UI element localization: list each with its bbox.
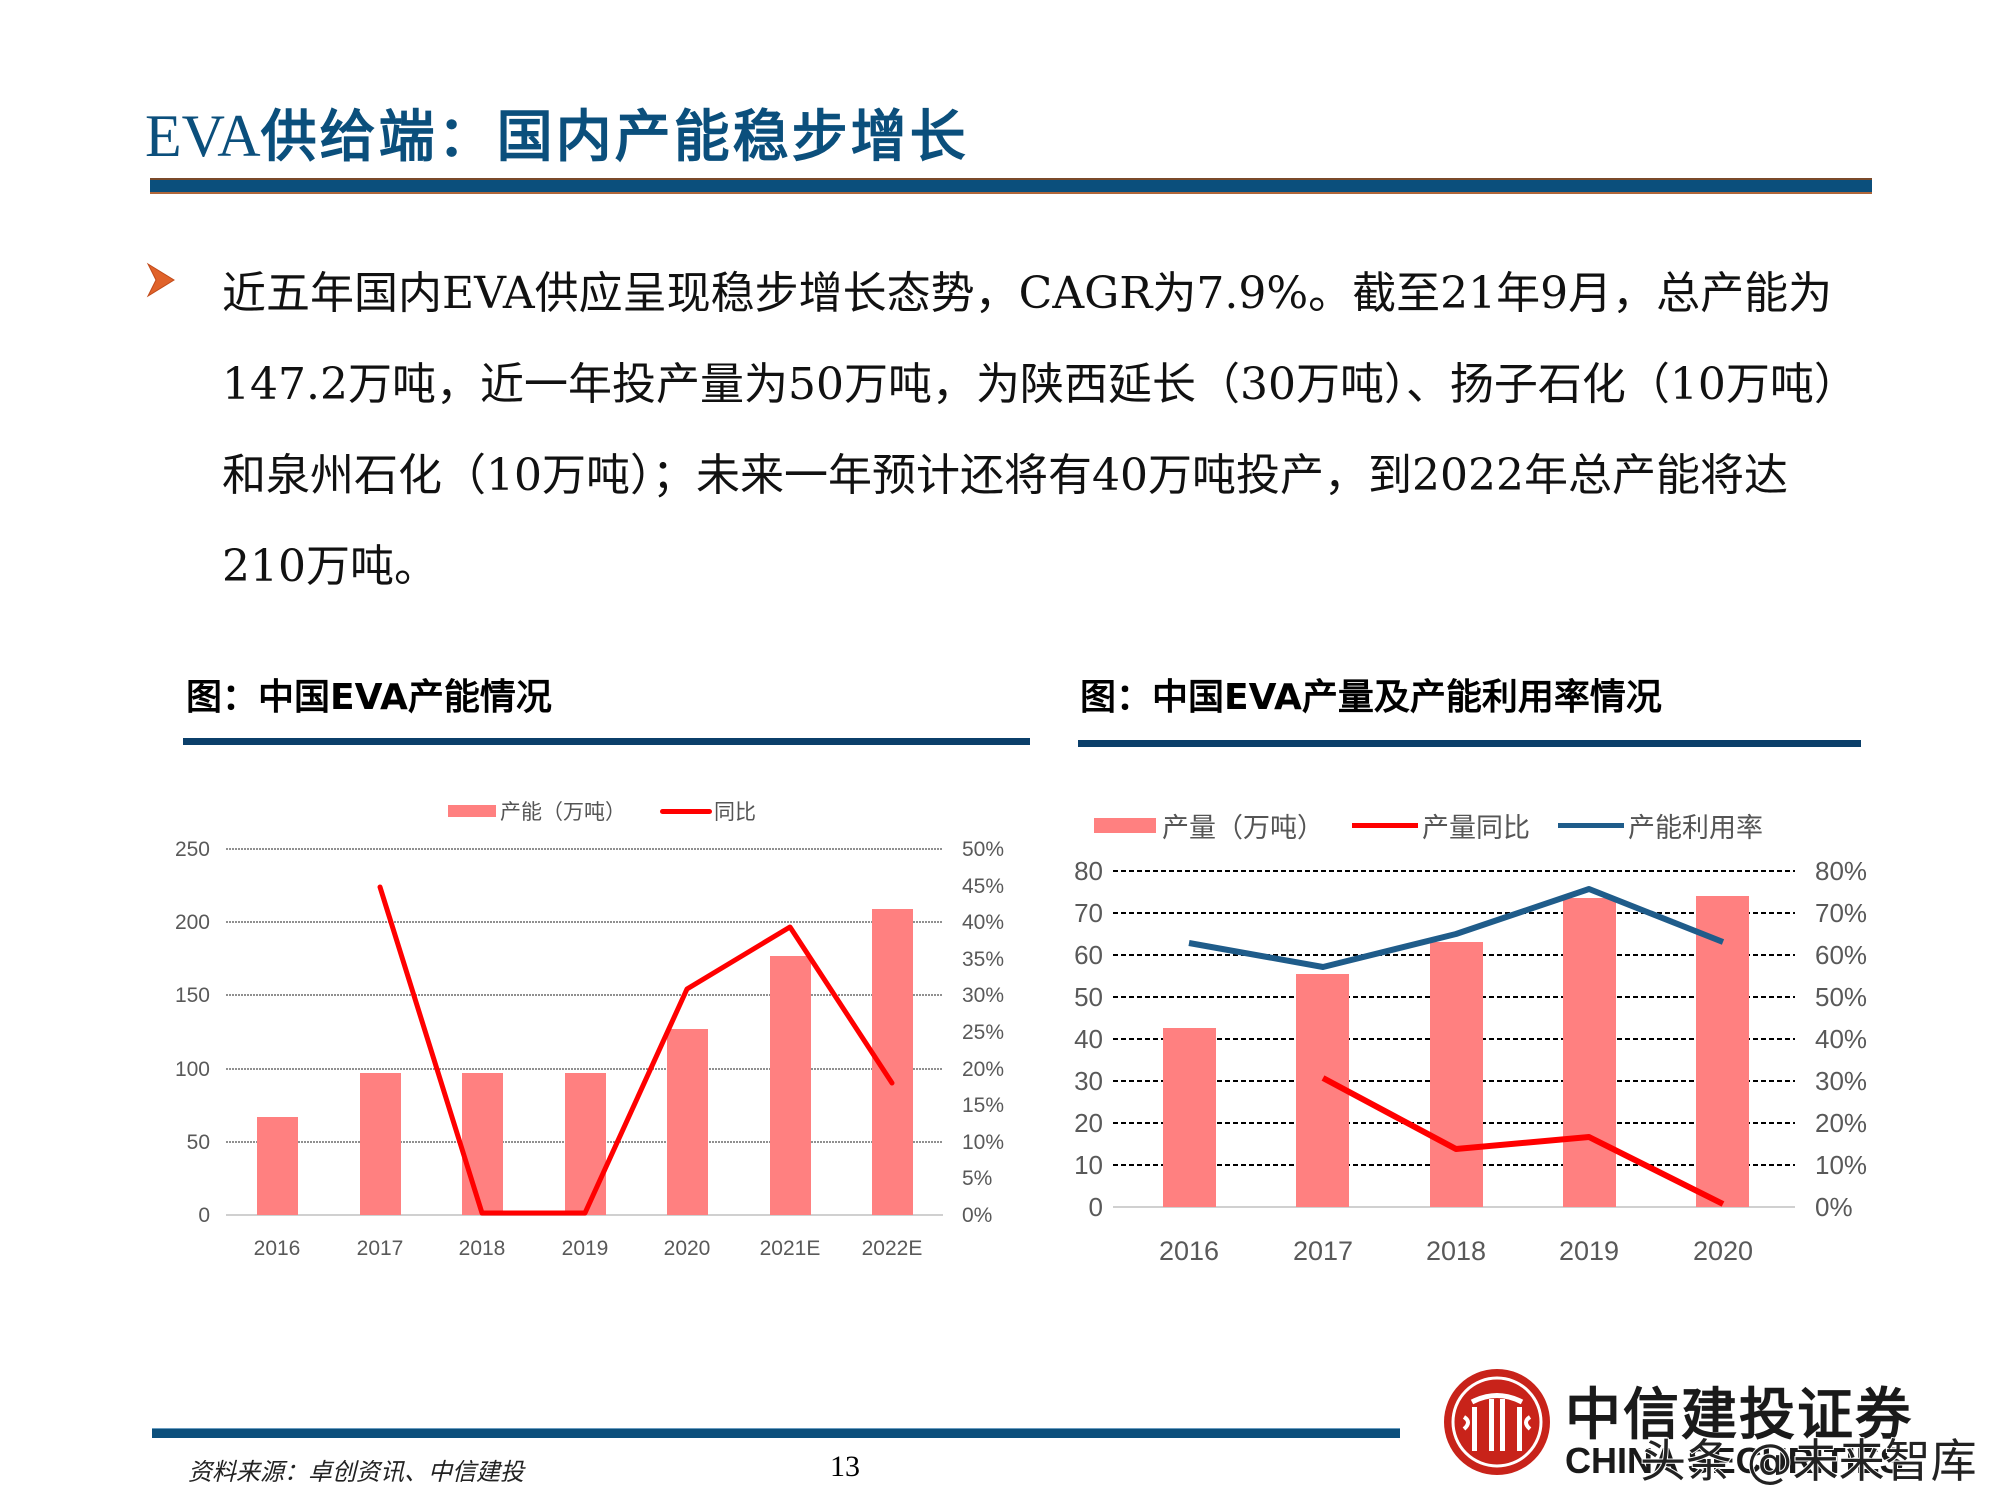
svg-text:2020: 2020 bbox=[1693, 1236, 1753, 1266]
svg-text:2019: 2019 bbox=[1559, 1236, 1619, 1266]
watermark: 头条 @未来智库 bbox=[1639, 1433, 1978, 1489]
page-title-latin: EVA bbox=[145, 103, 261, 169]
svg-text:50: 50 bbox=[1074, 982, 1103, 1012]
svg-text:40%: 40% bbox=[962, 911, 1004, 934]
svg-text:50: 50 bbox=[187, 1131, 210, 1154]
svg-text:2017: 2017 bbox=[1293, 1236, 1353, 1266]
svg-text:25%: 25% bbox=[962, 1021, 1004, 1044]
svg-text:10%: 10% bbox=[1815, 1150, 1867, 1180]
svg-text:30: 30 bbox=[1074, 1066, 1103, 1096]
page-title-cn: 供给端：国内产能稳步增长 bbox=[260, 105, 969, 170]
svg-text:70: 70 bbox=[1074, 898, 1103, 928]
svg-text:50%: 50% bbox=[1815, 982, 1867, 1012]
svg-text:20: 20 bbox=[1074, 1108, 1103, 1138]
production-yoy-line bbox=[1321, 1075, 1725, 1207]
svg-text:20%: 20% bbox=[962, 1058, 1004, 1081]
svg-text:2022E: 2022E bbox=[862, 1237, 923, 1260]
svg-text:50%: 50% bbox=[962, 838, 1004, 861]
legend-label-capacity: 产能（万吨） bbox=[500, 800, 626, 824]
svg-text:150: 150 bbox=[175, 984, 210, 1007]
legend-line-swatch bbox=[660, 808, 712, 814]
svg-text:2018: 2018 bbox=[459, 1237, 506, 1260]
source-note: 资料来源：卓创资讯、中信建投 bbox=[188, 1458, 524, 1486]
chart-capacity-plot: 250 200 150 100 50 0 50% 45% 40% 35% 30%… bbox=[0, 780, 1050, 1280]
figure-1-divider bbox=[183, 738, 1030, 745]
legend-label-production: 产量（万吨） bbox=[1162, 813, 1324, 844]
figure-2-caption: 图：中国EVA产量及产能利用率情况 bbox=[1080, 677, 1662, 718]
svg-text:60%: 60% bbox=[1815, 940, 1867, 970]
arrow-bullet-icon bbox=[146, 262, 175, 298]
svg-text:15%: 15% bbox=[962, 1094, 1004, 1117]
svg-text:35%: 35% bbox=[962, 948, 1004, 971]
svg-text:30%: 30% bbox=[1815, 1066, 1867, 1096]
svg-text:2018: 2018 bbox=[1426, 1236, 1486, 1266]
utilization-line bbox=[1188, 886, 1725, 970]
svg-text:20%: 20% bbox=[1815, 1108, 1867, 1138]
page-number: 13 bbox=[830, 1450, 860, 1483]
y-left-tick: 250 bbox=[175, 838, 210, 861]
footer-divider bbox=[152, 1428, 1400, 1438]
svg-text:0%: 0% bbox=[962, 1204, 992, 1227]
figure-1-legend-overlay: 产能（万吨） 同比 bbox=[448, 796, 756, 826]
svg-text:70%: 70% bbox=[1815, 898, 1867, 928]
svg-text:2017: 2017 bbox=[357, 1237, 404, 1260]
production-bars bbox=[1163, 896, 1749, 1207]
logo-sub: CHINA SECURITIES bbox=[1565, 1440, 1904, 1481]
svg-text:2016: 2016 bbox=[1159, 1236, 1219, 1266]
svg-text:60: 60 bbox=[1074, 940, 1103, 970]
svg-text:100: 100 bbox=[175, 1058, 210, 1081]
legend-line-swatch-blue bbox=[1558, 823, 1624, 828]
chart-production: 80 70 60 50 40 30 20 10 0 80% 70% 60% 50… bbox=[1060, 780, 2000, 1280]
svg-text:40%: 40% bbox=[1815, 1024, 1867, 1054]
figure-2-legend: 产量（万吨） 产量同比 产能利用率 bbox=[1094, 806, 1763, 845]
svg-text:80: 80 bbox=[1074, 856, 1103, 886]
svg-text:200: 200 bbox=[175, 911, 210, 934]
svg-text:10%: 10% bbox=[962, 1131, 1004, 1154]
figure-2-divider bbox=[1078, 740, 1861, 747]
legend-bar-swatch bbox=[1094, 818, 1156, 833]
title-divider bbox=[150, 178, 1872, 194]
svg-text:10: 10 bbox=[1074, 1150, 1103, 1180]
citic-logo-icon bbox=[1444, 1369, 1550, 1475]
legend-label-utilization: 产能利用率 bbox=[1628, 813, 1763, 844]
svg-text:0%: 0% bbox=[1815, 1192, 1853, 1222]
logo-name: 中信建投证券 bbox=[1565, 1382, 1913, 1448]
legend-bar-swatch bbox=[448, 805, 496, 817]
legend-label-production-yoy: 产量同比 bbox=[1422, 813, 1530, 844]
capacity-bars bbox=[257, 909, 913, 1215]
svg-text:45%: 45% bbox=[962, 875, 1004, 898]
svg-text:5%: 5% bbox=[962, 1167, 992, 1190]
body-paragraph: 近五年国内EVA供应呈现稳步增长态势，CAGR为7.9%。截至21年9月，总产能… bbox=[222, 268, 1836, 592]
svg-text:2021E: 2021E bbox=[760, 1237, 821, 1260]
legend-label-yoy: 同比 bbox=[714, 800, 756, 824]
svg-text:0: 0 bbox=[198, 1204, 210, 1227]
svg-text:30%: 30% bbox=[962, 984, 1004, 1007]
svg-text:80%: 80% bbox=[1815, 856, 1867, 886]
legend-line-swatch-red bbox=[1352, 823, 1418, 828]
figure-1-caption: 图：中国EVA产能情况 bbox=[186, 677, 552, 718]
svg-text:2019: 2019 bbox=[562, 1237, 609, 1260]
yoy-line bbox=[377, 884, 895, 1216]
page-title: EVA供给端：国内产能稳步增长 bbox=[145, 92, 969, 173]
svg-text:2016: 2016 bbox=[254, 1237, 301, 1260]
svg-text:0: 0 bbox=[1089, 1192, 1103, 1222]
svg-text:40: 40 bbox=[1074, 1024, 1103, 1054]
svg-text:2020: 2020 bbox=[664, 1237, 711, 1260]
